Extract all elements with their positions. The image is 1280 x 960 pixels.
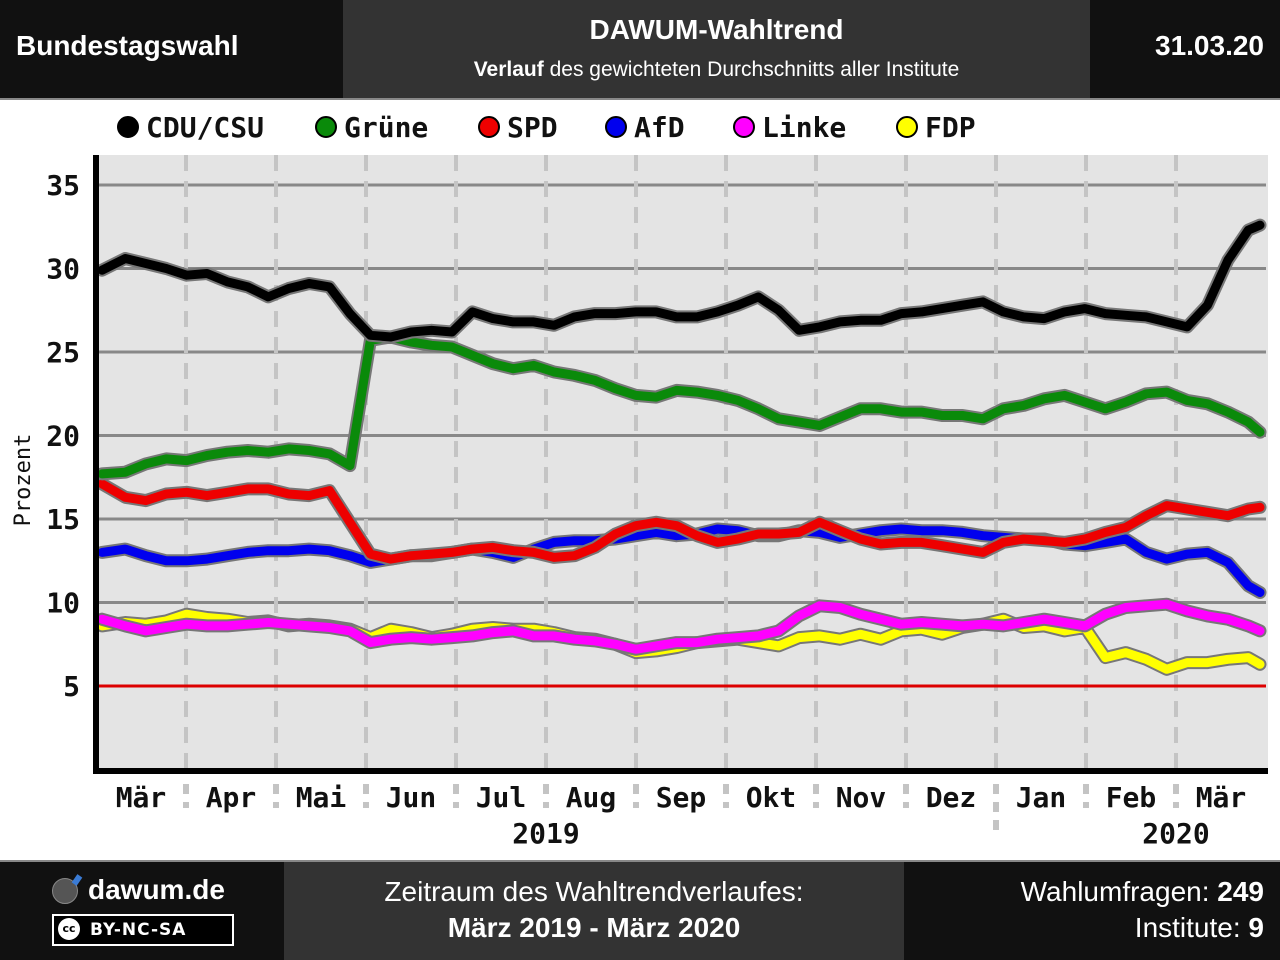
y-tick-10: 10 xyxy=(46,587,80,620)
x-tick-0: Mär xyxy=(116,781,167,814)
legend-marker-afd xyxy=(605,116,627,138)
legend-label-gr-ne: Grüne xyxy=(344,111,428,144)
dawum-logo-icon xyxy=(52,878,78,904)
trend-chart: CDU/CSU Grüne SPD AfD Linke FDP 5 10 15 20 25 30 35… xyxy=(11,111,1268,850)
x-tick-2: Mai xyxy=(296,781,347,814)
series-line-gr-ne xyxy=(97,332,1265,479)
x-tick-3: Jun xyxy=(386,781,437,814)
polls-value: 249 xyxy=(1217,876,1264,907)
y-tick-30: 30 xyxy=(46,253,80,286)
x-tick-7: Okt xyxy=(746,781,797,814)
legend-marker-fdp xyxy=(896,116,918,138)
period-label: Zeitraum des Wahltrendverlaufes: xyxy=(384,876,804,907)
legend-label-linke: Linke xyxy=(762,111,846,144)
series-line-linke xyxy=(97,599,1265,654)
election-label: Bundestagswahl xyxy=(16,30,239,61)
x-tick-12: Mär xyxy=(1196,781,1247,814)
year-label-2020: 2020 xyxy=(1142,817,1209,850)
x-tick-labels: Mär Apr Mai Jun Jul Aug Sep Okt Nov Dez Jan Feb Mär2… xyxy=(116,781,1247,850)
y-tick-20: 20 xyxy=(46,420,80,453)
legend-label-afd: AfD xyxy=(634,111,685,144)
header-divider xyxy=(0,98,1280,100)
legend-label-spd: SPD xyxy=(507,111,558,144)
series-group xyxy=(95,218,1267,676)
polls-count: Wahlumfragen: 249 xyxy=(1021,876,1264,908)
subtitle-rest: des gewichteten Durchschnitts aller Inst… xyxy=(543,58,960,81)
series-line-cdu-csu xyxy=(97,220,1265,342)
legend-label-cdu-csu: CDU/CSU xyxy=(146,111,264,144)
header-left: Bundestagswahl xyxy=(0,0,343,98)
cc-icon: cc xyxy=(58,918,80,940)
y-tick-25: 25 xyxy=(46,336,80,369)
license-text: BY-NC-SA xyxy=(90,920,187,940)
polls-label: Wahlumfragen: xyxy=(1020,876,1218,907)
grid xyxy=(96,183,1266,604)
y-tick-labels: 5 10 15 20 25 30 35 xyxy=(46,169,80,703)
x-tick-5: Aug xyxy=(566,781,617,814)
institutes-value: 9 xyxy=(1248,912,1264,943)
x-tick-8: Nov xyxy=(836,781,887,814)
header-center: DAWUM-Wahltrend Verlauf des gewichteten … xyxy=(343,0,1090,98)
y-axis-label: Prozent xyxy=(11,434,36,527)
series-line-spd xyxy=(97,479,1265,564)
footer-center: Zeitraum des Wahltrendverlaufes: März 20… xyxy=(284,862,904,960)
footer-left: dawum.de cc BY-NC-SA xyxy=(0,862,284,960)
x-tick-11: Feb xyxy=(1106,781,1157,814)
brand-link[interactable]: dawum.de xyxy=(88,874,225,905)
legend-marker-linke xyxy=(733,116,755,138)
chart-title: DAWUM-Wahltrend xyxy=(589,14,844,45)
x-tick-9: Dez xyxy=(926,781,977,814)
legend-marker-spd xyxy=(478,116,500,138)
license-badge[interactable]: cc BY-NC-SA xyxy=(52,914,234,946)
legend: CDU/CSU Grüne SPD AfD Linke FDP xyxy=(117,111,976,144)
date-label: 31.03.20 xyxy=(1155,30,1264,61)
x-tick-1: Apr xyxy=(206,781,257,814)
legend-marker-cdu-csu xyxy=(117,116,139,138)
x-tick-10: Jan xyxy=(1016,781,1067,814)
footer-divider xyxy=(0,860,1280,862)
footer-right: Wahlumfragen: 249 Institute: 9 xyxy=(904,862,1280,960)
x-tick-6: Sep xyxy=(656,781,707,814)
legend-marker-gr-ne xyxy=(315,116,337,138)
y-tick-15: 15 xyxy=(46,503,80,536)
subtitle-bold: Verlauf xyxy=(473,58,544,81)
institutes-label: Institute: xyxy=(1134,912,1249,943)
x-tick-4: Jul xyxy=(476,781,527,814)
y-tick-5: 5 xyxy=(63,670,80,703)
plot-background xyxy=(96,155,1268,772)
legend-label-fdp: FDP xyxy=(925,111,976,144)
institutes-count: Institute: 9 xyxy=(1135,912,1264,944)
period-value: März 2019 - März 2020 xyxy=(447,912,741,943)
chart-subtitle: Verlauf des gewichteten Durchschnitts al… xyxy=(343,58,1090,82)
header-right: 31.03.20 xyxy=(1090,0,1280,98)
y-tick-35: 35 xyxy=(46,169,80,202)
year-label-2019: 2019 xyxy=(512,817,579,850)
